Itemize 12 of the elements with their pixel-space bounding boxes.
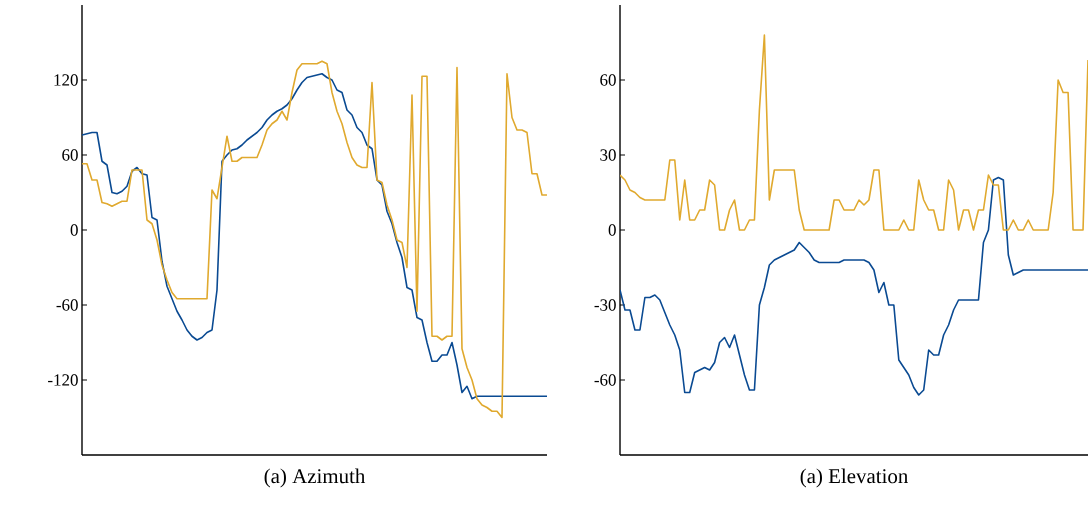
y-tick-label: 60 (600, 74, 616, 86)
y-tick-label: 0 (608, 224, 616, 236)
text: (a) Azimuth (264, 468, 366, 488)
y-tick-label: -120 (48, 374, 78, 386)
y-tick-label: 0 (70, 224, 78, 236)
y-tick-label: 60 (62, 149, 78, 161)
y-tick-label: -30 (594, 299, 616, 311)
y-tick-label: 120 (54, 74, 78, 86)
y-tick-label: -60 (56, 299, 78, 311)
y-tick-label: -60 (594, 374, 616, 386)
text: (a) Elevation (800, 468, 908, 488)
y-tick-label: 30 (600, 149, 616, 161)
